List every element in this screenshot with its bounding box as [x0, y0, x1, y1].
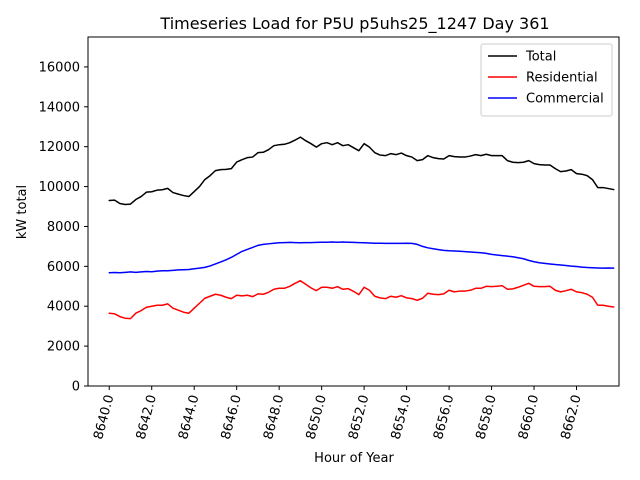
- legend-label-residential: Residential: [526, 71, 598, 86]
- series-line-commercial: [108, 241, 615, 274]
- y-tick-label: 4000: [47, 300, 80, 315]
- plot-frame: [87, 36, 620, 387]
- y-tick-label: 12000: [39, 140, 80, 155]
- series-line-residential: [108, 279, 615, 320]
- y-tick-label: 16000: [39, 60, 80, 75]
- legend-label-total: Total: [525, 50, 556, 65]
- y-tick-label: 8000: [47, 220, 80, 235]
- x-axis-label: Hour of Year: [314, 451, 394, 466]
- legend: Total Residential Commercial: [480, 43, 613, 117]
- y-tick-label: 0: [72, 380, 80, 395]
- chart-title: Timeseries Load for P5U p5uhs25_1247 Day…: [159, 14, 549, 34]
- y-axis-label: kW total: [15, 185, 30, 239]
- y-tick-label: 14000: [39, 100, 80, 115]
- series-line-total: [108, 136, 615, 206]
- y-tick-label: 6000: [47, 260, 80, 275]
- y-tick-label: 10000: [39, 180, 80, 195]
- y-axis-ticks: 0 2000 4000 6000 8000 10000 12000 14000 16000: [39, 60, 88, 395]
- series-layer: [108, 136, 615, 320]
- y-tick-label: 2000: [47, 340, 80, 355]
- legend-label-commercial: Commercial: [526, 92, 604, 107]
